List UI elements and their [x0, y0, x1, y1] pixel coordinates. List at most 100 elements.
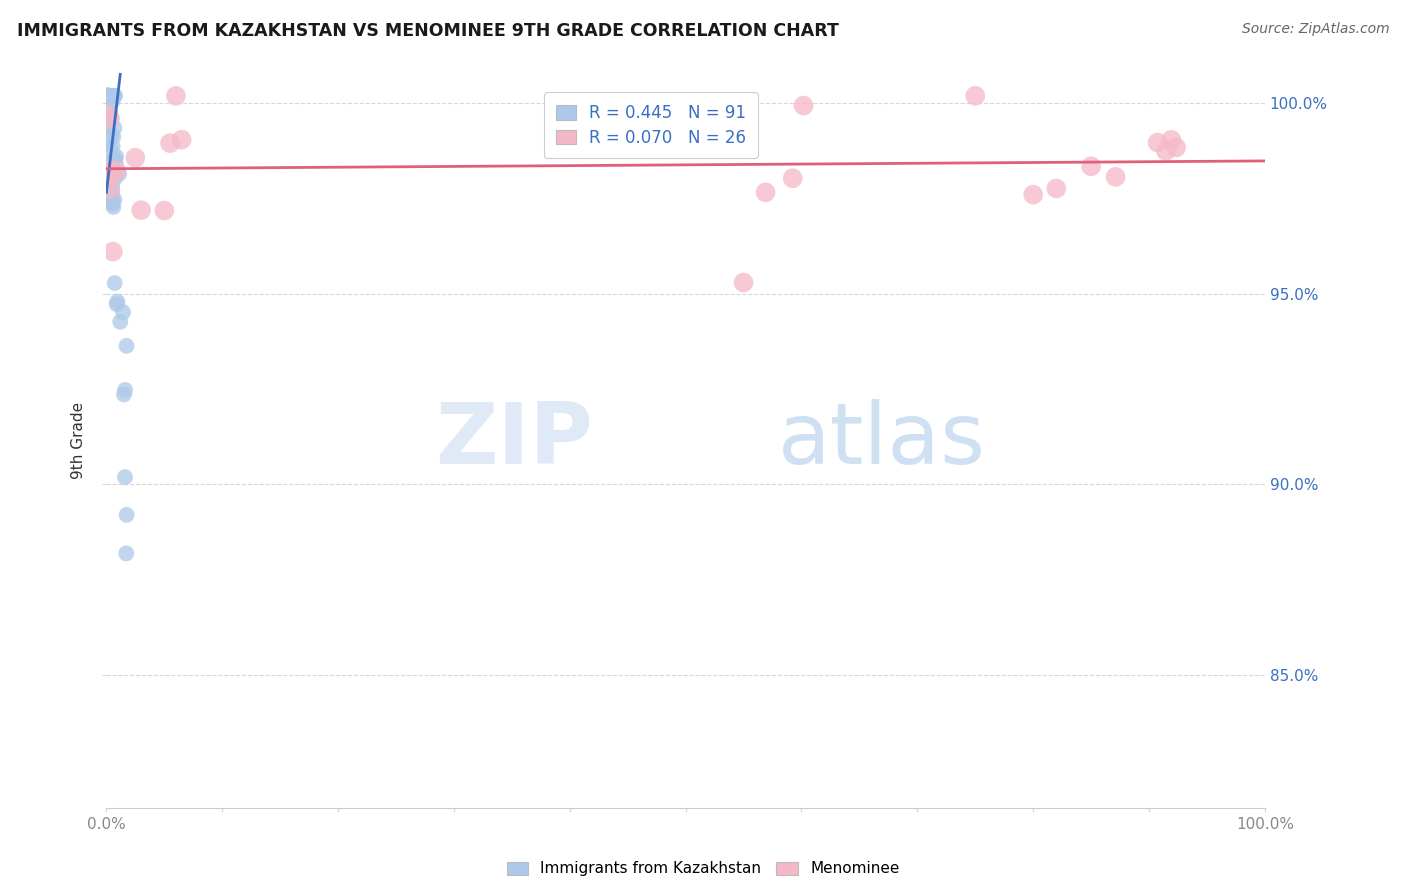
- Point: [100, 88, 122, 103]
- Point: [103, 88, 125, 103]
- Point: [97, 88, 120, 103]
- Point: [96, 91, 118, 105]
- Point: [100, 128, 122, 143]
- Point: [96, 88, 118, 103]
- Point: [101, 152, 124, 166]
- Point: [105, 297, 128, 311]
- Text: ZIP: ZIP: [436, 400, 593, 483]
- Point: [97, 88, 120, 103]
- Point: [96, 88, 118, 103]
- Point: [104, 156, 127, 170]
- Point: [103, 120, 125, 135]
- Point: [110, 315, 132, 329]
- Point: [96, 88, 118, 103]
- Point: [1045, 181, 1067, 195]
- Point: [115, 508, 138, 522]
- Point: [100, 143, 122, 157]
- Point: [101, 196, 124, 211]
- Point: [96, 88, 118, 103]
- Point: [96, 88, 118, 103]
- Point: [101, 196, 124, 211]
- Point: [104, 151, 127, 165]
- Point: [101, 186, 124, 200]
- Point: [96, 88, 118, 103]
- Point: [97, 161, 120, 176]
- Text: atlas: atlas: [779, 400, 986, 483]
- Point: [97, 88, 120, 103]
- Point: [782, 171, 804, 186]
- Point: [97, 88, 120, 103]
- Point: [101, 95, 124, 109]
- Point: [97, 190, 120, 204]
- Point: [97, 88, 120, 103]
- Point: [96, 88, 118, 103]
- Point: [124, 151, 146, 165]
- Point: [97, 120, 120, 134]
- Point: [98, 88, 121, 103]
- Point: [1154, 144, 1177, 158]
- Point: [754, 186, 776, 200]
- Point: [107, 294, 129, 309]
- Point: [112, 387, 135, 401]
- Point: [103, 88, 125, 103]
- Point: [114, 470, 136, 484]
- Point: [98, 182, 121, 196]
- Point: [97, 88, 120, 103]
- Point: [100, 110, 122, 124]
- Point: [1166, 140, 1188, 154]
- Point: [96, 88, 118, 103]
- Point: [1160, 133, 1182, 147]
- Point: [96, 107, 118, 121]
- Point: [96, 88, 118, 103]
- Point: [101, 244, 124, 259]
- Point: [103, 88, 125, 103]
- Point: [1022, 187, 1045, 202]
- Legend: Immigrants from Kazakhstan, Menominee: Immigrants from Kazakhstan, Menominee: [501, 855, 905, 882]
- Y-axis label: 9th Grade: 9th Grade: [72, 402, 86, 479]
- Point: [100, 88, 122, 103]
- Point: [170, 133, 193, 147]
- Point: [97, 88, 120, 103]
- Point: [96, 88, 118, 103]
- Point: [104, 171, 127, 186]
- Point: [115, 546, 138, 560]
- Point: [97, 88, 120, 103]
- Point: [97, 88, 120, 103]
- Point: [98, 88, 121, 103]
- Point: [98, 88, 121, 103]
- Point: [103, 200, 125, 214]
- Point: [101, 139, 124, 153]
- Point: [97, 88, 120, 103]
- Point: [96, 88, 118, 103]
- Point: [97, 88, 120, 103]
- Point: [96, 88, 118, 103]
- Text: IMMIGRANTS FROM KAZAKHSTAN VS MENOMINEE 9TH GRADE CORRELATION CHART: IMMIGRANTS FROM KAZAKHSTAN VS MENOMINEE …: [17, 22, 839, 40]
- Point: [97, 88, 120, 103]
- Point: [96, 88, 118, 103]
- Point: [1104, 169, 1126, 184]
- Point: [108, 167, 131, 181]
- Point: [965, 88, 987, 103]
- Point: [97, 88, 120, 103]
- Point: [97, 88, 120, 103]
- Point: [792, 98, 814, 112]
- Point: [97, 88, 120, 103]
- Legend: R = 0.445   N = 91, R = 0.070   N = 26: R = 0.445 N = 91, R = 0.070 N = 26: [544, 93, 758, 159]
- Point: [100, 88, 122, 103]
- Point: [98, 112, 121, 126]
- Point: [98, 115, 121, 129]
- Point: [101, 88, 124, 103]
- Point: [97, 157, 120, 171]
- Point: [129, 203, 152, 218]
- Point: [101, 194, 124, 209]
- Point: [98, 88, 121, 103]
- Point: [100, 192, 122, 206]
- Point: [104, 276, 127, 290]
- Point: [153, 203, 176, 218]
- Point: [96, 88, 118, 103]
- Point: [165, 88, 187, 103]
- Point: [96, 88, 118, 103]
- Point: [101, 179, 124, 194]
- Point: [733, 276, 755, 290]
- Point: [115, 339, 138, 353]
